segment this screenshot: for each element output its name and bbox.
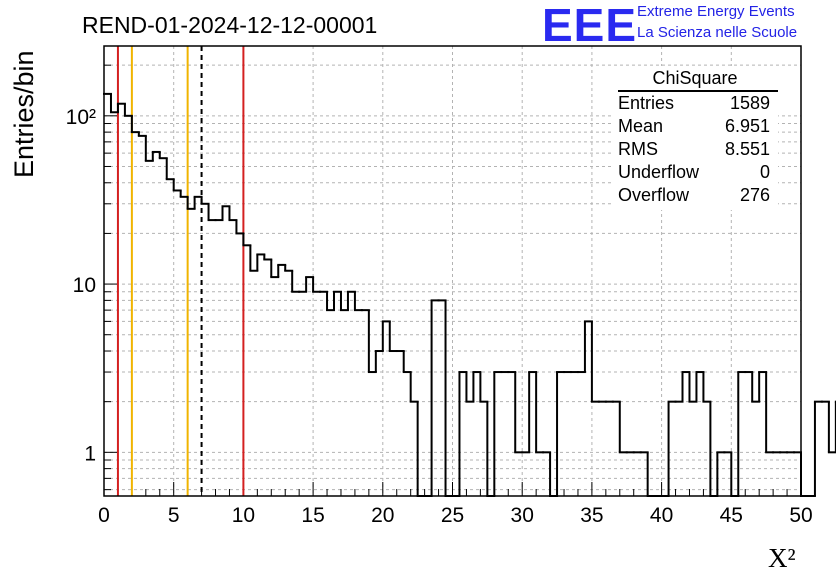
stats-label: Entries — [618, 93, 675, 113]
logo-line-2: La Scienza nelle Scuole — [637, 24, 798, 41]
y-tick-labels: 1 10 10² — [66, 106, 96, 465]
stats-value: 8.551 — [724, 139, 770, 159]
stats-row-mean: Mean 6.951 — [618, 116, 770, 138]
stats-value: 0 — [759, 162, 770, 182]
x-tick-label: 10 — [232, 504, 255, 527]
logo-line-1: Extreme Energy Events — [637, 3, 795, 20]
stats-row-entries: Entries 1589 — [618, 93, 770, 115]
stats-row-rms: RMS 8.551 — [618, 139, 770, 161]
x-tick-labels: 0 5 10 15 20 25 30 35 40 45 50 — [98, 504, 813, 527]
x-tick-label: 15 — [301, 504, 324, 527]
reference-lines — [116, 46, 245, 496]
x-tick-label: 40 — [650, 504, 673, 527]
grid — [104, 46, 801, 496]
y-tick-label: 10² — [66, 106, 96, 129]
stats-value: 1589 — [729, 93, 770, 113]
stats-value: 276 — [739, 185, 770, 205]
y-tick-label: 10 — [73, 274, 96, 297]
stats-label: Overflow — [618, 185, 690, 205]
x-tick-label: 50 — [789, 504, 812, 527]
stats-title: ChiSquare — [652, 68, 738, 88]
stats-row-underflow: Underflow 0 — [618, 162, 770, 184]
stats-label: Underflow — [618, 162, 700, 182]
x-axis-label: X² — [768, 543, 796, 572]
stats-row-overflow: Overflow 276 — [618, 185, 770, 207]
x-tick-label: 30 — [511, 504, 534, 527]
x-tick-label: 25 — [441, 504, 464, 527]
stats-value: 6.951 — [724, 116, 770, 136]
stats-label: Mean — [618, 116, 664, 136]
histogram-bars — [103, 92, 836, 497]
x-tick-label: 20 — [371, 504, 394, 527]
x-tick-label: 45 — [720, 504, 743, 527]
stats-label: RMS — [618, 139, 658, 159]
x-tick-label: 5 — [168, 504, 180, 527]
y-axis-label: Entries/bin — [9, 50, 39, 178]
x-tick-label: 35 — [580, 504, 603, 527]
stats-box: ChiSquare Entries 1589 Mean 6.951 RMS 8.… — [612, 66, 778, 210]
y-tick-label: 1 — [84, 442, 96, 465]
stats-divider — [618, 90, 778, 92]
eee-logo: EEE — [542, 0, 638, 51]
chart-title: REND-01-2024-12-12-00001 — [82, 12, 377, 38]
plot-frame — [103, 45, 802, 497]
x-tick-label: 0 — [98, 504, 110, 527]
